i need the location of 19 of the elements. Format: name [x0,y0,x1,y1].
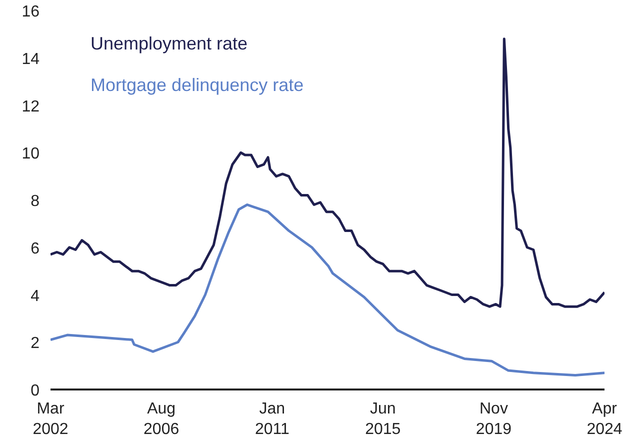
text: Unemployment rate [90,34,248,54]
y-tick-label: 2 [30,335,40,352]
line-series [50,203,604,377]
x-tick-label: Aug 2006 [144,400,180,438]
x-tick-label: Mar 2002 [32,400,68,438]
x-tick-label: Apr 2024 [586,400,622,438]
y-tick-label: 8 [30,193,40,210]
y-tick-label: 14 [22,50,40,68]
y-tick-label: 0 [30,382,40,400]
line-series [50,38,604,308]
y-tick-label: 12 [22,98,40,116]
x-tick-label: Nov 2019 [476,400,512,438]
y-tick-label: 4 [30,288,40,305]
x-tick-label: Jun 2015 [365,400,401,438]
text: Mortgage delinquency rate [90,75,304,96]
y-tick-label: 16 [22,4,40,20]
y-tick-label: 10 [22,146,40,163]
x-tick-label: Jan 2011 [254,400,290,438]
y-tick-label: 6 [30,240,40,258]
